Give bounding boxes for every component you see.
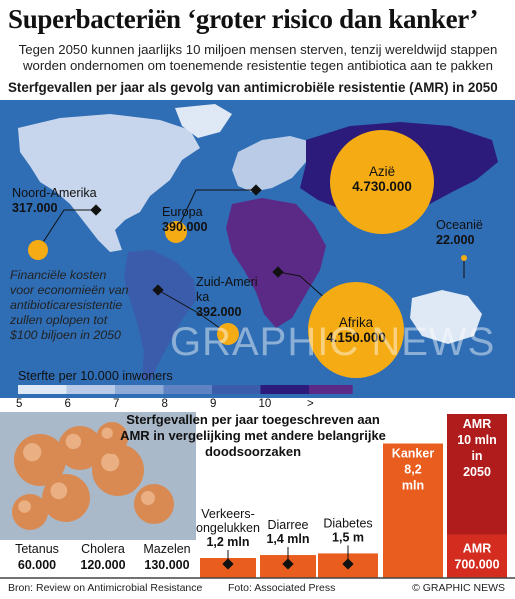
legend-tick: 8	[162, 398, 168, 410]
bar-value-label: 1,5 m	[332, 530, 364, 544]
bar-chart: Tetanus 60.000 Cholera 120.000 Mazelen 130.00…	[0, 412, 515, 579]
bar-label: Diabetes	[323, 516, 372, 530]
bar-label: in	[471, 449, 482, 463]
bar-value-label: 120.000	[80, 558, 125, 572]
circle-noord-amerika	[28, 240, 48, 260]
bar-secondary-value: 700.000	[454, 558, 499, 572]
region-label-oceanie: Oceanië 22.000	[436, 218, 483, 247]
region-label-noord-amerika: Noord-Amerika 317.000	[12, 186, 97, 215]
legend-swatch	[212, 385, 261, 394]
circle-oceanie	[461, 255, 467, 261]
bar-value-label: 1,4 mln	[266, 532, 309, 546]
legend-scale: 5 6 7 8 9 10 >	[16, 385, 353, 410]
legend-swatch	[163, 385, 212, 394]
region-label-europa: Europa 390.000	[162, 205, 208, 234]
legend-tick: 10	[259, 398, 272, 410]
circle-azie	[330, 130, 434, 234]
legend-tick: 6	[65, 398, 71, 410]
cost-note: Financiële kosten voor economieën van an…	[10, 268, 129, 342]
bar-1	[6, 540, 68, 578]
bar-2	[72, 540, 134, 578]
bar-label: 10 mln	[457, 433, 497, 447]
legend-swatch	[260, 385, 309, 394]
bar-value-label: 130.000	[144, 558, 189, 572]
bar-label: Diarree	[268, 518, 309, 532]
bar-3	[136, 540, 198, 578]
chart-title: Sterfgevallen per jaar toegeschreven aan…	[120, 412, 386, 459]
region-label-afrika: Afrika 4.150.000	[326, 315, 386, 345]
page-title: Superbacteriën ‘groter risico dan kanker…	[8, 4, 479, 34]
continent-oceania	[410, 290, 482, 344]
bar-amr-now	[447, 534, 507, 578]
source-credit: Bron: Review on Antimicrobial Resistance	[8, 582, 203, 594]
legend-swatch	[18, 385, 67, 394]
map-heading: Sterfgevallen per jaar als gevolg van an…	[8, 80, 498, 95]
copyright: © GRAPHIC NEWS	[412, 582, 505, 594]
region-label-zuid-amerika: Zuid-Amerika 392.000	[196, 275, 258, 319]
bar-marker	[222, 558, 234, 570]
circle-zuid-amerika	[217, 323, 239, 345]
bar-value-label: 8,2	[404, 463, 421, 477]
legend-swatch	[115, 385, 164, 394]
bar-label: Kanker	[392, 447, 435, 461]
legend-tick: >	[307, 398, 314, 410]
bar-value-label: 1,2 mln	[206, 535, 249, 549]
bar-marker	[342, 558, 354, 570]
bar-label: Cholera	[81, 542, 125, 556]
photo-credit: Foto: Associated Press	[228, 582, 336, 594]
bar-value-label: 60.000	[18, 558, 56, 572]
legend-swatch	[309, 385, 353, 394]
bar-7	[383, 443, 443, 578]
bar-label: 2050	[463, 465, 491, 479]
bar-label: AMR	[463, 417, 491, 431]
world-map	[0, 100, 515, 398]
legend-tick: 5	[16, 398, 22, 410]
bar-secondary-label: AMR	[463, 542, 491, 556]
bar-marker	[282, 558, 294, 570]
bar-label: Tetanus	[15, 542, 59, 556]
continent-europe	[232, 136, 312, 192]
continent-north-america	[18, 114, 200, 252]
legend-swatch	[66, 385, 115, 394]
legend-tick: 9	[210, 398, 216, 410]
circle-afrika	[308, 282, 404, 378]
region-label-azie: Azië 4.730.000	[352, 164, 412, 194]
bar-label: ongelukken	[196, 521, 260, 535]
circle-europa	[165, 221, 187, 243]
legend-title: Sterfte per 10.000 inwoners	[18, 369, 173, 383]
bacteria-photo	[0, 412, 196, 540]
bar-label: Verkeers-	[201, 507, 255, 521]
legend-tick: 7	[113, 398, 119, 410]
continent-south-america	[124, 250, 196, 382]
bar-label: Mazelen	[143, 542, 190, 556]
continent-greenland	[175, 104, 232, 138]
subtitle: Tegen 2050 kunnen jaarlijks 10 miljoen m…	[18, 42, 498, 73]
continent-africa	[226, 198, 326, 328]
bar-value-label: mln	[402, 479, 424, 493]
